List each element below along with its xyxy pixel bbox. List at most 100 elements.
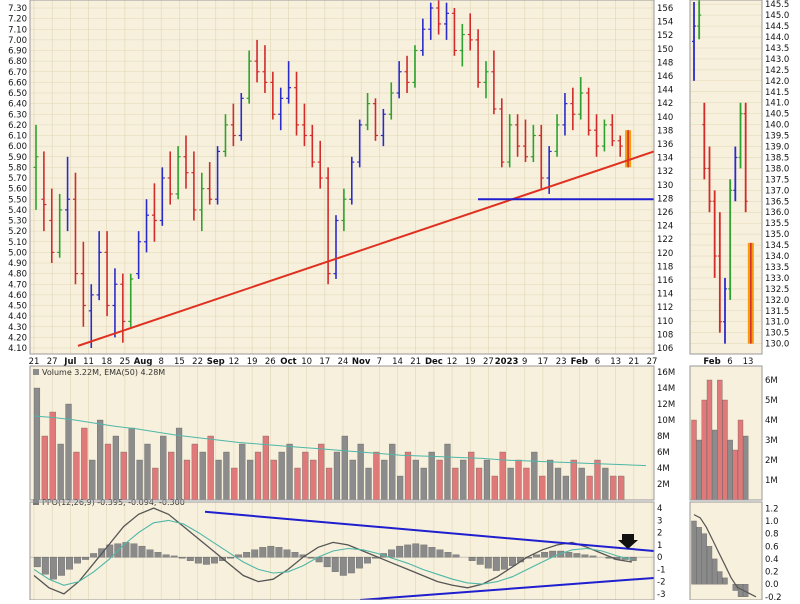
ppo-axis-tick-label: -2 [657, 578, 665, 588]
left-axis-tick-label: 7.20 [8, 15, 27, 25]
left-axis-tick-label: 5.60 [8, 185, 27, 195]
ppo-histogram-bar [355, 556, 363, 569]
left-axis-tick-label: 4.50 [8, 302, 27, 312]
left-axis-tick-label: 4.10 [8, 344, 27, 354]
left-axis-tick-label: 5.90 [8, 153, 27, 163]
volume-bar [81, 427, 88, 501]
ppo-histogram-bar [227, 556, 234, 559]
right-axis-tick-label: 124 [657, 222, 673, 232]
x-axis-tick-label: 9 [522, 357, 527, 367]
volume-bar [128, 427, 135, 501]
ppo-histogram-bar [508, 556, 516, 566]
volume-bar [215, 459, 222, 501]
volume-bar [73, 451, 80, 501]
volume-bar [33, 387, 41, 501]
left-axis-tick-label: 6.00 [8, 142, 27, 152]
volume-bar [570, 459, 577, 501]
volume-bar [41, 435, 48, 501]
volume-bar [57, 443, 64, 501]
volume-bar [104, 443, 112, 501]
side-axis-tick-label: 143.0 [765, 55, 789, 65]
volume-ema-line [33, 415, 647, 467]
x-axis-tick-label: 6 [595, 357, 600, 367]
volume-bar [144, 443, 151, 501]
x-axis-tick-label: 15 [174, 357, 185, 367]
ppo-axis-tick-label: 4 [657, 504, 662, 514]
side-axis-tick-label: 132.5 [765, 285, 789, 295]
x-axis-tick-label: 19 [465, 357, 476, 367]
ppo-down-arrow-icon [618, 534, 638, 549]
side-x-axis-tick-label: 13 [743, 357, 754, 367]
side-axis-tick-label: 137.5 [765, 175, 789, 185]
ppo-histogram-bar [436, 549, 444, 558]
x-axis-tick-label: 12 [229, 357, 240, 367]
ppo-histogram-bar [291, 552, 299, 558]
side-volume-axis-tick-label: 2M [765, 456, 778, 466]
side-axis-tick-label: 130.5 [765, 329, 789, 339]
side-volume-bar [696, 439, 702, 501]
side-ppo-line [693, 514, 757, 598]
price-bars [33, 0, 632, 348]
x-axis-tick-label: 8 [159, 357, 164, 367]
ppo-histogram-bar [74, 556, 81, 564]
side-axis-tick-label: 139.0 [765, 143, 789, 153]
x-axis-tick-label: 24 [338, 357, 349, 367]
right-axis-tick-label: 132 [657, 167, 673, 177]
ppo-histogram-bar [211, 556, 218, 564]
ppo-histogram-bar [573, 553, 581, 558]
rising-trendline [77, 150, 655, 347]
side-axis-tick-label: 135.5 [765, 219, 789, 229]
ppo-histogram-bar [581, 554, 589, 558]
ppo-histogram-bar [565, 552, 573, 558]
x-axis-tick-label: Aug [134, 357, 153, 367]
left-axis-tick-label: 5.10 [8, 238, 27, 248]
right-axis-tick-label: 148 [657, 58, 673, 68]
ppo-histogram-bar [307, 556, 315, 559]
ppo-histogram-bar [66, 556, 73, 570]
volume-bar [120, 451, 127, 501]
ppo-histogram-bar [106, 544, 114, 558]
volume-bar [412, 459, 419, 501]
volume-bar [175, 427, 183, 501]
left-axis-tick-label: 6.90 [8, 47, 27, 57]
left-axis-tick-label: 4.40 [8, 312, 27, 322]
side-axis-tick-label: 141.0 [765, 99, 789, 109]
side-axis-tick-label: 134.5 [765, 241, 789, 251]
x-axis-tick-label: 27 [47, 357, 58, 367]
volume-bar [160, 435, 167, 501]
ppo-histogram-bar [468, 556, 476, 561]
volume-axis-tick-label: 10M [657, 416, 675, 426]
ppo-histogram-bar [541, 552, 549, 558]
x-axis-tick-label: Nov [352, 357, 371, 367]
x-axis-tick-label: 27 [483, 357, 494, 367]
volume-bar [452, 467, 459, 501]
trend-overlays [77, 150, 655, 601]
side-axis-tick-label: 138.5 [765, 153, 789, 163]
left-axis-tick-label: 6.50 [8, 89, 27, 99]
ppo-histogram-bar [533, 554, 541, 558]
right-axis-tick-label: 146 [657, 72, 673, 82]
volume-bar [499, 451, 506, 501]
left-axis-tick-label: 4.60 [8, 291, 27, 301]
volume-bar [373, 451, 380, 501]
volume-bar [523, 467, 530, 501]
side-axis-tick-label: 136.5 [765, 197, 789, 207]
ppo-histogram-bar [178, 556, 186, 559]
side-volume-border [689, 365, 763, 501]
x-axis-tick-label: Jul [63, 357, 76, 367]
side-ppo-histogram-bar [722, 577, 728, 585]
volume-axis-tick-label: 16M [657, 368, 675, 378]
side-volume-bar [727, 439, 733, 501]
ppo-histogram-bar [331, 556, 339, 572]
x-axis-tick-label: 21 [29, 357, 40, 367]
left-axis-tick-label: 5.00 [8, 248, 27, 258]
ppo-histogram-bar [130, 543, 138, 558]
right-axis-tick-label: 136 [657, 140, 673, 150]
ppo-axis-tick-label: -1 [657, 565, 665, 575]
side-axis-tick-label: 134.0 [765, 252, 789, 262]
left-axis-tick-label: 6.40 [8, 100, 27, 110]
side-ppo-axis-tick-label: 0.2 [765, 568, 779, 578]
side-ppo-histogram-bar [701, 533, 707, 585]
volume-bar [341, 435, 348, 501]
